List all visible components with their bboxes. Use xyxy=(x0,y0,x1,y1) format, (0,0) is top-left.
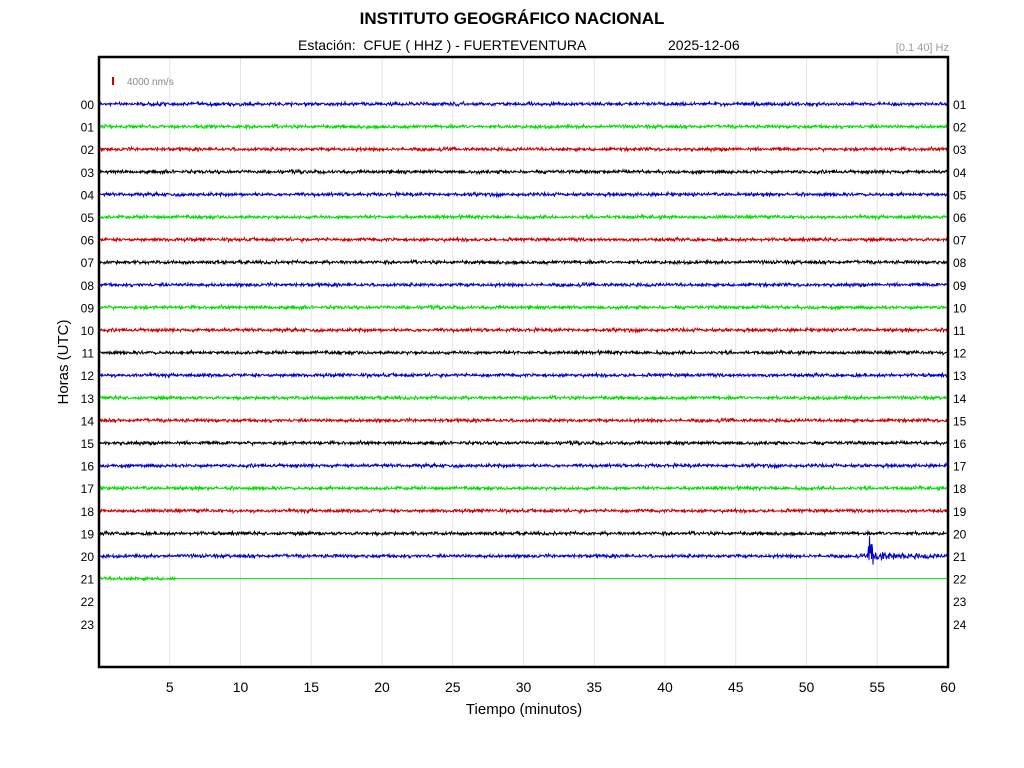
hour-label-right: 10 xyxy=(953,301,967,315)
x-tick-label: 40 xyxy=(657,679,673,695)
hour-label-left: 03 xyxy=(81,166,95,180)
hour-label-right: 06 xyxy=(953,211,967,225)
hour-label-right: 02 xyxy=(953,121,967,135)
x-tick-label: 5 xyxy=(166,679,174,695)
hour-label-left: 09 xyxy=(81,301,95,315)
hour-label-right: 03 xyxy=(953,143,967,157)
hour-label-right: 16 xyxy=(953,437,967,451)
hour-label-left: 08 xyxy=(81,279,95,293)
hour-label-left: 10 xyxy=(81,324,95,338)
hour-trace xyxy=(99,303,949,312)
hour-label-left: 20 xyxy=(81,550,95,564)
hour-trace xyxy=(99,258,949,267)
hour-trace xyxy=(99,168,949,176)
hour-label-right: 09 xyxy=(953,279,967,293)
x-tick-label: 30 xyxy=(516,679,532,695)
x-tick-label: 45 xyxy=(728,679,744,695)
y-axis-label: Horas (UTC) xyxy=(55,319,72,404)
x-tick-label: 50 xyxy=(799,679,815,695)
hour-label-left: 16 xyxy=(81,460,95,474)
hour-trace xyxy=(99,461,949,470)
hour-label-left: 11 xyxy=(82,347,95,361)
hour-label-left: 07 xyxy=(81,256,95,270)
hour-label-right: 01 xyxy=(953,98,967,112)
hour-label-left: 21 xyxy=(81,573,95,587)
hour-label-right: 22 xyxy=(953,573,967,587)
hour-trace xyxy=(99,575,176,583)
hour-trace xyxy=(99,416,949,424)
hour-label-left: 18 xyxy=(81,505,95,519)
hour-label-left: 05 xyxy=(81,211,95,225)
hour-label-right: 15 xyxy=(953,414,967,428)
hour-trace xyxy=(99,371,949,380)
x-tick-label: 60 xyxy=(940,679,956,695)
hour-label-left: 06 xyxy=(81,234,95,248)
hour-trace xyxy=(99,213,949,221)
hour-label-right: 23 xyxy=(953,595,967,609)
station-label: Estación: CFUE ( HHZ ) - FUERTEVENTURA xyxy=(298,37,587,53)
hour-label-left: 17 xyxy=(81,482,95,496)
plot-frame xyxy=(97,55,950,669)
hour-trace xyxy=(99,536,949,565)
chart-title: INSTITUTO GEOGRÁFICO NACIONAL xyxy=(359,9,665,28)
hour-label-left: 19 xyxy=(81,527,95,541)
hour-trace xyxy=(99,190,949,199)
hour-label-left: 13 xyxy=(81,392,95,406)
hour-label-right: 07 xyxy=(953,234,967,248)
hour-label-right: 24 xyxy=(953,618,967,632)
y-axis-labels-left: 00 01 02 03 04 05 06 07 08 09 10 11 12 13 14 15 16 17 18 19… xyxy=(81,98,95,632)
hour-label-left: 00 xyxy=(81,98,95,112)
hour-label-right: 17 xyxy=(953,460,967,474)
hour-label-right: 13 xyxy=(953,369,967,383)
x-tick-label: 55 xyxy=(869,679,885,695)
date-label: 2025-12-06 xyxy=(668,37,740,53)
hour-label-left: 22 xyxy=(81,595,95,609)
x-tick-label: 35 xyxy=(586,679,602,695)
hour-trace xyxy=(99,280,949,289)
hour-trace xyxy=(99,325,949,334)
hour-label-left: 12 xyxy=(81,369,95,383)
hour-trace xyxy=(99,99,949,108)
hour-trace xyxy=(99,145,949,154)
hour-label-left: 02 xyxy=(81,143,95,157)
x-tick-label: 10 xyxy=(233,679,249,695)
amplitude-scale: 4000 nm/s xyxy=(112,77,174,88)
hour-trace xyxy=(99,506,949,515)
y-axis-labels-right: 01 02 03 04 05 06 07 08 09 10 11 12 13 14 15 16 17 18 19 20… xyxy=(953,98,967,632)
hour-label-left: 23 xyxy=(81,618,95,632)
hour-trace xyxy=(99,235,949,244)
filter-band-label: [0.1 40] Hz xyxy=(895,42,949,54)
hour-label-right: 19 xyxy=(953,505,967,519)
hour-trace xyxy=(99,484,949,493)
hour-label-right: 12 xyxy=(953,347,967,361)
hour-label-right: 11 xyxy=(953,324,966,338)
hour-label-right: 14 xyxy=(953,392,967,406)
x-tick-label: 20 xyxy=(374,679,390,695)
hour-label-right: 05 xyxy=(953,188,967,202)
hour-trace xyxy=(99,439,949,447)
hour-label-right: 20 xyxy=(953,527,967,541)
x-tick-label: 25 xyxy=(445,679,461,695)
hour-trace xyxy=(99,393,949,402)
hour-label-right: 04 xyxy=(953,166,967,180)
grid-lines xyxy=(169,58,878,666)
hour-trace xyxy=(99,122,949,131)
x-axis-ticks: 5 10 15 20 25 30 35 40 45 50 55 60 xyxy=(166,679,956,695)
hour-label-left: 01 xyxy=(81,121,95,135)
hour-label-left: 15 xyxy=(81,437,95,451)
hour-trace xyxy=(99,529,949,538)
seismic-traces xyxy=(99,99,949,583)
hour-label-right: 21 xyxy=(953,550,967,564)
hour-label-right: 18 xyxy=(953,482,967,496)
scale-bar xyxy=(112,77,114,85)
hour-label-right: 08 xyxy=(953,256,967,270)
x-axis-label: Tiempo (minutos) xyxy=(466,701,582,718)
x-tick-label: 15 xyxy=(303,679,319,695)
hour-trace xyxy=(99,348,949,357)
hour-label-left: 04 xyxy=(81,188,95,202)
hour-label-left: 14 xyxy=(81,414,95,428)
scale-label: 4000 nm/s xyxy=(127,77,174,88)
